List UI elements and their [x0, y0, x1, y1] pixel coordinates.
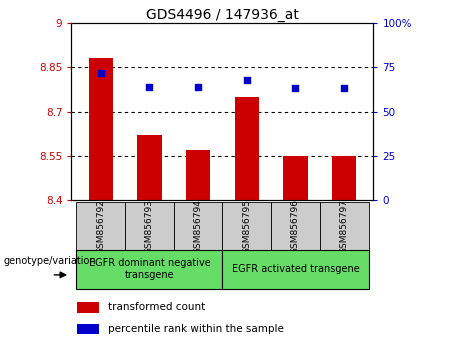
Text: percentile rank within the sample: percentile rank within the sample [108, 324, 284, 334]
Bar [77, 250, 223, 289]
Point [341, 86, 348, 91]
Text: EGFR dominant negative
transgene: EGFR dominant negative transgene [89, 258, 210, 280]
Title: GDS4496 / 147936_at: GDS4496 / 147936_at [146, 8, 299, 22]
Text: GSM856796: GSM856796 [291, 199, 300, 254]
Bar [235, 97, 259, 200]
Text: GSM856795: GSM856795 [242, 199, 251, 254]
Bar [137, 135, 161, 200]
Bar [125, 202, 174, 250]
Bar [77, 302, 99, 313]
Text: GSM856797: GSM856797 [340, 199, 349, 254]
Point [292, 86, 299, 91]
Bar [186, 150, 210, 200]
Point [146, 84, 153, 90]
Bar [77, 324, 99, 335]
Bar [174, 202, 223, 250]
Point [97, 70, 104, 75]
Text: EGFR activated transgene: EGFR activated transgene [231, 264, 360, 274]
Text: transformed count: transformed count [108, 302, 205, 312]
Point [195, 84, 202, 90]
Bar [77, 202, 125, 250]
Bar [89, 58, 113, 200]
Bar [332, 156, 356, 200]
Bar [271, 202, 320, 250]
Text: genotype/variation: genotype/variation [4, 256, 96, 266]
Bar [223, 250, 368, 289]
Text: GSM856792: GSM856792 [96, 199, 105, 254]
Text: GSM856794: GSM856794 [194, 199, 202, 254]
Bar [223, 202, 271, 250]
Bar [320, 202, 368, 250]
Point [243, 77, 250, 82]
Bar [284, 156, 307, 200]
Text: GSM856793: GSM856793 [145, 199, 154, 254]
